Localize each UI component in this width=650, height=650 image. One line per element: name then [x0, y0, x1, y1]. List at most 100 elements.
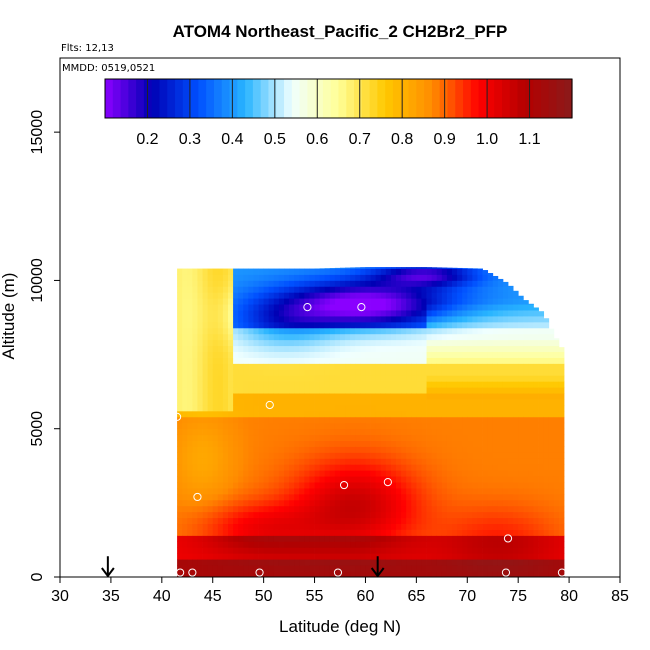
heatmap-cell — [207, 541, 214, 548]
heatmap-cell — [446, 327, 453, 335]
heatmap-cell — [177, 399, 183, 406]
heatmap-cell — [233, 529, 239, 536]
heatmap-cell — [217, 327, 224, 335]
heatmap-cell — [258, 428, 265, 436]
heatmap-cell — [528, 434, 534, 441]
heatmap-cell — [385, 523, 392, 530]
heatmap-cell — [528, 345, 534, 352]
heatmap-cell — [294, 428, 300, 436]
heatmap-cell — [192, 286, 198, 293]
heatmap-cell — [431, 499, 438, 507]
heatmap-cell — [375, 304, 382, 311]
heatmap-cell — [309, 476, 315, 483]
heatmap-cell — [416, 428, 422, 436]
heatmap-cell — [518, 316, 524, 323]
heatmap-cell — [467, 493, 473, 501]
heatmap-cell — [436, 476, 443, 483]
heatmap-cell — [314, 476, 321, 483]
heatmap-cell — [396, 321, 402, 329]
heatmap-cell — [492, 505, 499, 513]
heatmap-cell — [365, 470, 371, 477]
heatmap-cell — [182, 357, 188, 364]
heatmap-cell — [284, 333, 290, 341]
heatmap-cell — [380, 470, 387, 477]
heatmap-cell — [533, 493, 539, 501]
heatmap-cell — [350, 476, 356, 483]
heatmap-cell — [431, 482, 438, 489]
heatmap-cell — [375, 523, 382, 530]
heatmap-cell — [502, 505, 509, 513]
heatmap-cell — [284, 280, 290, 287]
heatmap-cell — [268, 482, 275, 489]
x-tick-label: 65 — [407, 588, 425, 605]
heatmap-cell — [452, 571, 458, 578]
heatmap-cell — [548, 464, 555, 471]
heatmap-cell — [233, 446, 239, 453]
heatmap-cell — [304, 321, 310, 329]
heatmap-cell — [436, 493, 443, 501]
heatmap-cell — [523, 327, 529, 335]
heatmap-cell — [492, 339, 499, 347]
heatmap-cell — [202, 482, 209, 489]
heatmap-cell — [258, 559, 265, 566]
heatmap-cell — [187, 511, 193, 519]
heatmap-cell — [289, 327, 295, 335]
heatmap-cell — [355, 535, 361, 542]
heatmap-cell — [401, 464, 407, 471]
heatmap-cell — [365, 416, 371, 424]
heatmap-cell — [340, 446, 346, 453]
heatmap-cell — [558, 559, 565, 566]
heatmap-cell — [421, 286, 427, 293]
heatmap-cell — [426, 410, 433, 418]
heatmap-cell — [212, 410, 219, 418]
heatmap-cell — [319, 393, 326, 400]
heatmap-cell — [462, 399, 468, 406]
heatmap-cell — [299, 440, 305, 447]
heatmap-cell — [299, 493, 305, 501]
heatmap-cell — [192, 292, 198, 299]
heatmap-cell — [294, 523, 300, 530]
heatmap-cell — [497, 369, 504, 376]
heatmap-cell — [558, 476, 565, 483]
heatmap-cell — [385, 410, 392, 418]
heatmap-cell — [212, 321, 219, 329]
heatmap-cell — [228, 553, 234, 560]
heatmap-cell — [416, 387, 422, 394]
heatmap-cell — [273, 363, 280, 370]
heatmap-cell — [365, 458, 371, 465]
heatmap-cell — [543, 339, 550, 347]
heatmap-cell — [319, 523, 326, 530]
heatmap-cell — [182, 387, 188, 394]
heatmap-cell — [477, 535, 483, 542]
heatmap-cell — [273, 464, 280, 471]
heatmap-cell — [212, 298, 219, 305]
heatmap-cell — [477, 327, 483, 335]
heatmap-cell — [431, 565, 438, 572]
heatmap-cell — [187, 310, 193, 317]
heatmap-cell — [502, 535, 509, 542]
heatmap-cell — [182, 310, 188, 317]
heatmap-cell — [345, 446, 351, 453]
heatmap-cell — [217, 458, 224, 465]
heatmap-cell — [238, 399, 244, 406]
heatmap-cell — [518, 470, 524, 477]
heatmap-cell — [553, 452, 560, 459]
heatmap-cell — [314, 428, 321, 436]
heatmap-cell — [467, 410, 473, 418]
heatmap-cell — [263, 280, 270, 287]
heatmap-cell — [258, 422, 265, 430]
heatmap-cell — [452, 440, 458, 447]
heatmap-cell — [278, 393, 285, 400]
heatmap-cell — [513, 547, 519, 554]
heatmap-cell — [487, 404, 494, 412]
heatmap-cell — [324, 488, 331, 495]
heatmap-cell — [340, 458, 346, 465]
heatmap-cell — [548, 351, 555, 358]
heatmap-cell — [309, 304, 315, 311]
heatmap-cell — [411, 333, 417, 341]
heatmap-cell — [375, 428, 382, 436]
heatmap-cell — [538, 529, 545, 536]
heatmap-cell — [497, 316, 504, 323]
heatmap-cell — [278, 517, 285, 525]
heatmap-cell — [411, 523, 417, 530]
